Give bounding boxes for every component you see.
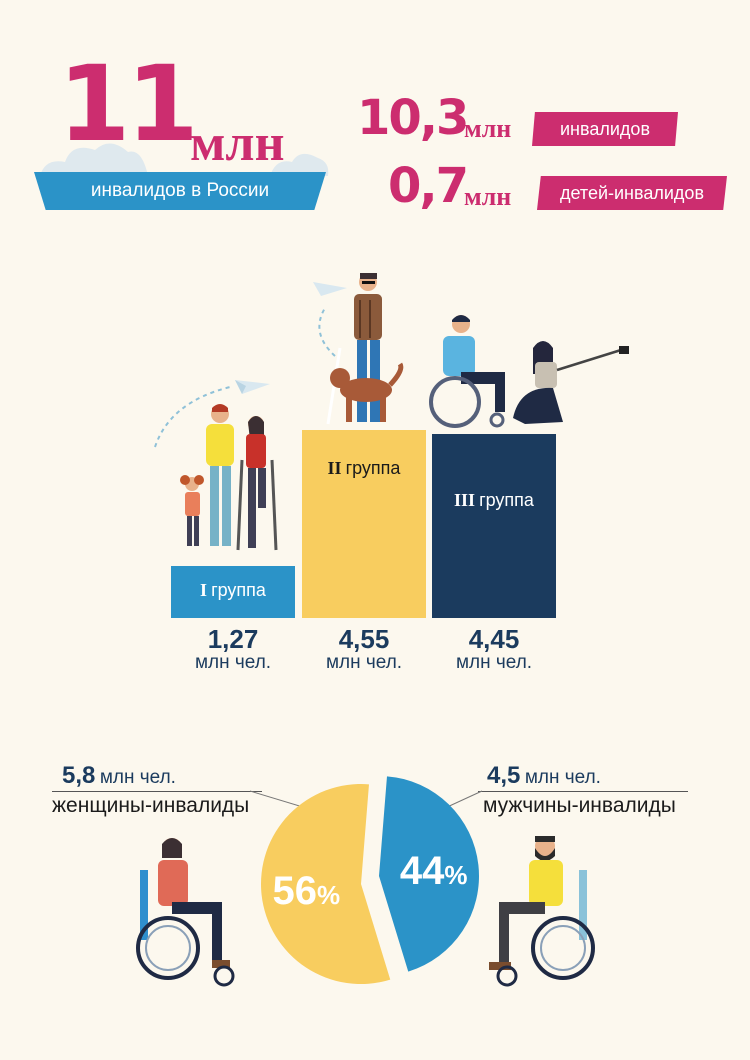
men-amount-number: 4,5 — [487, 762, 521, 789]
women-amount-unit: млн чел. — [99, 767, 176, 788]
total-number: 11 — [58, 43, 199, 165]
pct-sign: % — [317, 880, 340, 910]
bar-unit-label: млн чел. — [455, 652, 533, 673]
pie-chart: 44%56% — [261, 776, 479, 984]
men-label: мужчины-инвалиды — [483, 794, 676, 817]
wheelchair-couple-illustration — [429, 315, 629, 428]
bar-value-label: 4,55 — [338, 624, 390, 654]
men-amount: 4,5 млн чел. — [487, 762, 601, 790]
pie-slice-women — [261, 784, 391, 984]
paper-plane-icon — [313, 282, 347, 357]
family-illustration — [180, 404, 278, 551]
total-caption-banner: инвалидов в России — [34, 172, 326, 210]
pie-slice-men — [379, 776, 479, 972]
adults-unit: млн — [464, 114, 512, 143]
children-number: 0,7 — [388, 158, 469, 214]
woman-in-wheelchair-illustration — [136, 838, 235, 987]
adults-number: 10,3 — [357, 90, 469, 146]
total-unit: млн — [190, 115, 285, 172]
bar-value-label: 1,27 — [207, 624, 259, 654]
children-unit: млн — [464, 182, 512, 211]
men-underline — [478, 791, 688, 792]
paper-plane-icon — [154, 380, 270, 448]
women-amount: 5,8 млн чел. — [62, 762, 176, 790]
man-in-wheelchair-illustration — [489, 836, 595, 987]
cloud-icon — [40, 143, 329, 176]
women-amount-number: 5,8 — [62, 762, 96, 789]
man-with-guide-dog-illustration — [326, 273, 404, 425]
bar-value-label: 4,45 — [468, 624, 520, 654]
men-amount-unit: млн чел. — [524, 767, 601, 788]
pct-sign: % — [444, 860, 467, 890]
total-caption: инвалидов в России — [90, 180, 270, 201]
women-underline — [52, 791, 262, 792]
women-label: женщины-инвалиды — [52, 794, 250, 817]
children-label: детей-инвалидов — [537, 176, 727, 210]
adults-label: инвалидов — [532, 112, 678, 146]
bar-unit-label: млн чел. — [325, 652, 403, 673]
bar-unit-label: млн чел. — [194, 652, 272, 673]
